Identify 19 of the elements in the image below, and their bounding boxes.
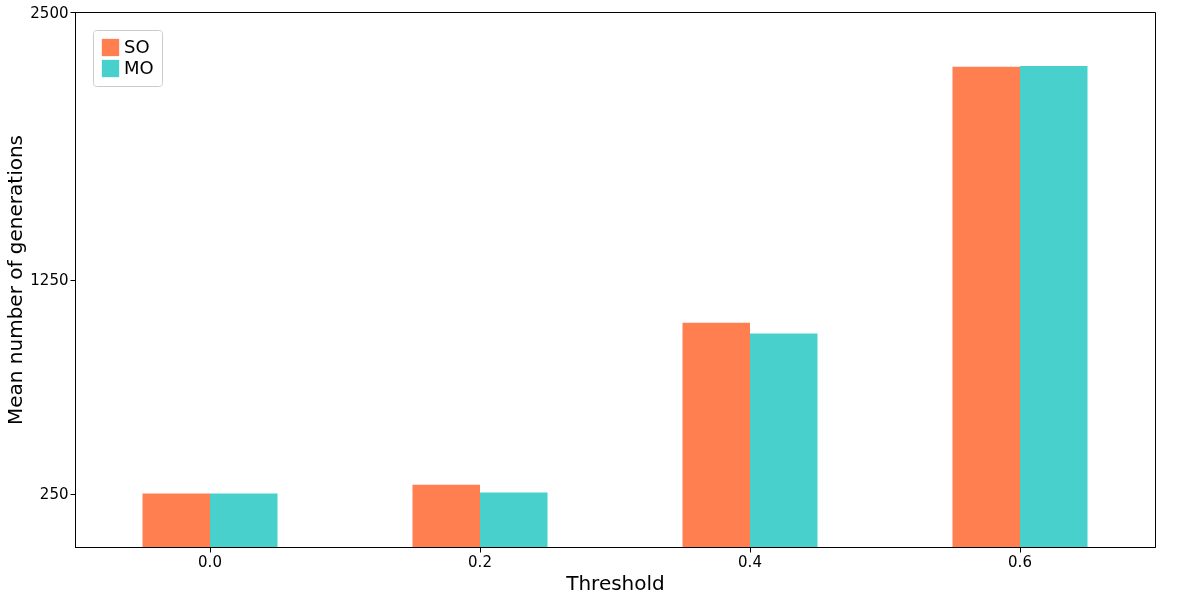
- bar: [750, 333, 818, 547]
- x-tick-label: 0.0: [198, 552, 222, 571]
- bar: [1020, 65, 1088, 547]
- bar: [682, 322, 750, 547]
- bar: [210, 493, 278, 547]
- legend-label: MO: [124, 56, 154, 78]
- y-axis-title: Mean number of generations: [3, 134, 28, 426]
- bar: [952, 66, 1020, 547]
- bar: [480, 492, 548, 547]
- y-tick-label: 2500: [30, 3, 69, 22]
- y-tick-label: 250: [39, 485, 69, 503]
- x-tick-label: 0.6: [1008, 552, 1032, 571]
- bar: [142, 493, 210, 547]
- bar: [412, 484, 480, 547]
- x-tick-label: 0.4: [738, 552, 762, 571]
- y-tick-label: 1250: [30, 271, 69, 289]
- x-tick-label: 0.2: [468, 552, 492, 571]
- x-axis-title: Threshold: [565, 570, 665, 595]
- legend-label: SO: [124, 35, 150, 57]
